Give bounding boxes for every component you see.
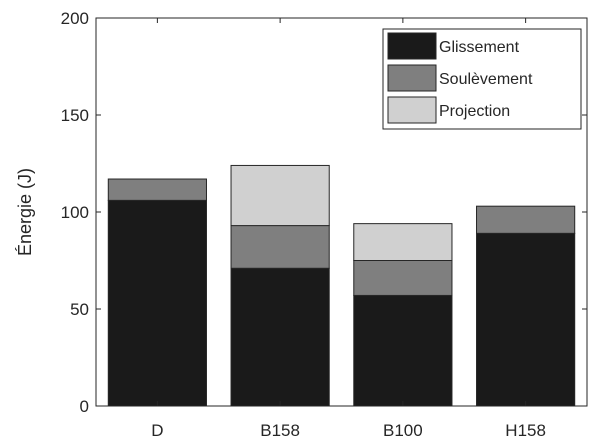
bar-d-series-1: [107, 178, 207, 201]
legend-swatch-2: [387, 96, 437, 124]
bar-h158-series-1: [476, 205, 576, 234]
bar-h158-series-0: [476, 232, 576, 407]
x-tick-label-d: D: [151, 421, 163, 440]
bar-b100-series-1: [353, 260, 453, 296]
bar-b158-series-1: [230, 225, 330, 269]
bar-d-series-0: [107, 199, 207, 407]
bars-layer: [107, 164, 576, 407]
legend-label-0: Glissement: [439, 39, 520, 56]
legend-label-1: Soulèvement: [439, 71, 533, 88]
legend-label-2: Projection: [439, 103, 510, 120]
y-axis-ticks: 0 50 100 150 200: [61, 9, 587, 416]
y-axis-label: Énergie (J): [15, 168, 35, 256]
x-tick-label-b158: B158: [260, 421, 300, 440]
bar-b158-series-0: [230, 267, 330, 407]
x-tick-label-h158: H158: [505, 421, 546, 440]
x-tick-label-b100: B100: [383, 421, 423, 440]
y-tick-label: 100: [61, 203, 89, 222]
y-tick-label: 150: [61, 106, 89, 125]
x-axis-ticks: D B158 B100 H158: [151, 18, 546, 440]
bar-b100-series-0: [353, 294, 453, 407]
bar-b100-series-2: [353, 223, 453, 261]
y-tick-label: 200: [61, 9, 89, 28]
y-tick-label: 50: [70, 300, 89, 319]
y-tick-label: 0: [80, 397, 89, 416]
bar-b158-series-2: [230, 164, 330, 227]
legend-swatch-1: [387, 64, 437, 92]
legend-swatch-0: [387, 32, 437, 60]
legend: Glissement Soulèvement Projection: [382, 28, 582, 130]
